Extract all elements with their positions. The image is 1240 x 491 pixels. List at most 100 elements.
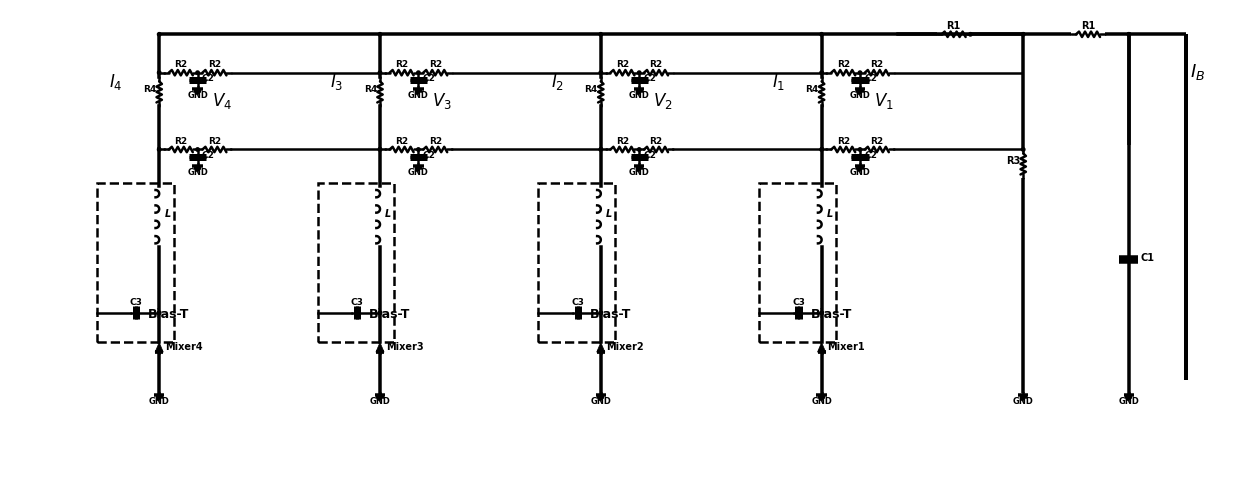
Text: Bias-T: Bias-T [590, 307, 631, 321]
Text: $I_B$: $I_B$ [1190, 62, 1205, 82]
Text: R4: R4 [143, 85, 156, 94]
Text: C2: C2 [423, 74, 435, 83]
Text: R2: R2 [616, 60, 629, 69]
Text: R2: R2 [650, 60, 662, 69]
Text: R2: R2 [650, 136, 662, 146]
Circle shape [820, 311, 823, 314]
Text: GND: GND [370, 397, 391, 406]
Text: L: L [165, 209, 171, 218]
Text: R2: R2 [175, 136, 187, 146]
Circle shape [1022, 32, 1025, 36]
Text: C2: C2 [644, 74, 656, 83]
Text: C1: C1 [1141, 253, 1154, 263]
Text: C2: C2 [864, 151, 877, 160]
Circle shape [858, 148, 862, 151]
Text: $V_2$: $V_2$ [653, 91, 673, 111]
Text: R2: R2 [208, 136, 221, 146]
Circle shape [858, 71, 862, 75]
Text: Bias-T: Bias-T [148, 307, 190, 321]
Text: $V_3$: $V_3$ [433, 91, 453, 111]
Text: L: L [386, 209, 392, 218]
Text: GND: GND [849, 167, 870, 177]
Circle shape [417, 148, 420, 151]
Circle shape [1127, 32, 1131, 36]
Text: $I_3$: $I_3$ [330, 72, 343, 92]
Circle shape [196, 148, 200, 151]
Text: Mixer3: Mixer3 [386, 342, 423, 352]
Text: R2: R2 [429, 136, 441, 146]
Circle shape [378, 311, 382, 314]
Text: C3: C3 [130, 298, 143, 306]
Circle shape [820, 148, 823, 151]
Circle shape [599, 32, 603, 36]
Text: R2: R2 [429, 60, 441, 69]
Text: R2: R2 [870, 136, 883, 146]
Polygon shape [155, 342, 164, 352]
Circle shape [378, 71, 382, 75]
Text: GND: GND [1118, 397, 1140, 406]
Circle shape [417, 71, 420, 75]
Text: C2: C2 [644, 151, 656, 160]
Circle shape [1022, 148, 1025, 151]
Text: $I_1$: $I_1$ [771, 72, 785, 92]
Text: GND: GND [187, 167, 208, 177]
Text: R3: R3 [1007, 156, 1021, 166]
Polygon shape [376, 342, 384, 352]
Bar [317, 183, 394, 342]
Text: GND: GND [629, 167, 650, 177]
Text: C2: C2 [202, 151, 215, 160]
Circle shape [599, 311, 603, 314]
Text: C3: C3 [792, 298, 805, 306]
Text: R1: R1 [946, 21, 961, 31]
Text: R2: R2 [208, 60, 221, 69]
Circle shape [378, 148, 382, 151]
Circle shape [196, 71, 200, 75]
Circle shape [637, 71, 641, 75]
Text: R4: R4 [805, 85, 818, 94]
Text: C2: C2 [423, 151, 435, 160]
Circle shape [820, 71, 823, 75]
Polygon shape [817, 342, 826, 352]
Text: R1: R1 [1081, 21, 1095, 31]
Bar [97, 183, 174, 342]
Circle shape [637, 148, 641, 151]
Bar [538, 183, 615, 342]
Text: Bias-T: Bias-T [370, 307, 410, 321]
Text: R2: R2 [837, 136, 849, 146]
Text: GND: GND [408, 91, 429, 100]
Text: L: L [606, 209, 613, 218]
Circle shape [378, 32, 382, 36]
Text: R2: R2 [396, 136, 408, 146]
Text: $V_1$: $V_1$ [874, 91, 894, 111]
Text: C2: C2 [864, 74, 877, 83]
Text: GND: GND [1013, 397, 1034, 406]
Text: Mixer4: Mixer4 [165, 342, 202, 352]
Circle shape [157, 311, 161, 314]
Circle shape [157, 71, 161, 75]
Text: C2: C2 [202, 74, 215, 83]
Circle shape [157, 32, 161, 36]
Text: R2: R2 [837, 60, 849, 69]
Bar [759, 183, 836, 342]
Circle shape [968, 32, 972, 36]
Text: Mixer1: Mixer1 [827, 342, 866, 352]
Text: GND: GND [590, 397, 611, 406]
Text: R2: R2 [616, 136, 629, 146]
Text: C3: C3 [351, 298, 363, 306]
Circle shape [599, 148, 603, 151]
Text: L: L [827, 209, 833, 218]
Text: GND: GND [629, 91, 650, 100]
Text: R2: R2 [175, 60, 187, 69]
Text: R2: R2 [870, 60, 883, 69]
Text: Bias-T: Bias-T [811, 307, 852, 321]
Text: C3: C3 [572, 298, 584, 306]
Circle shape [599, 71, 603, 75]
Text: Mixer2: Mixer2 [606, 342, 645, 352]
Text: R2: R2 [396, 60, 408, 69]
Text: GND: GND [187, 91, 208, 100]
Text: $I_4$: $I_4$ [109, 72, 123, 92]
Text: R4: R4 [363, 85, 377, 94]
Text: $V_4$: $V_4$ [212, 91, 232, 111]
Text: GND: GND [811, 397, 832, 406]
Text: R4: R4 [584, 85, 598, 94]
